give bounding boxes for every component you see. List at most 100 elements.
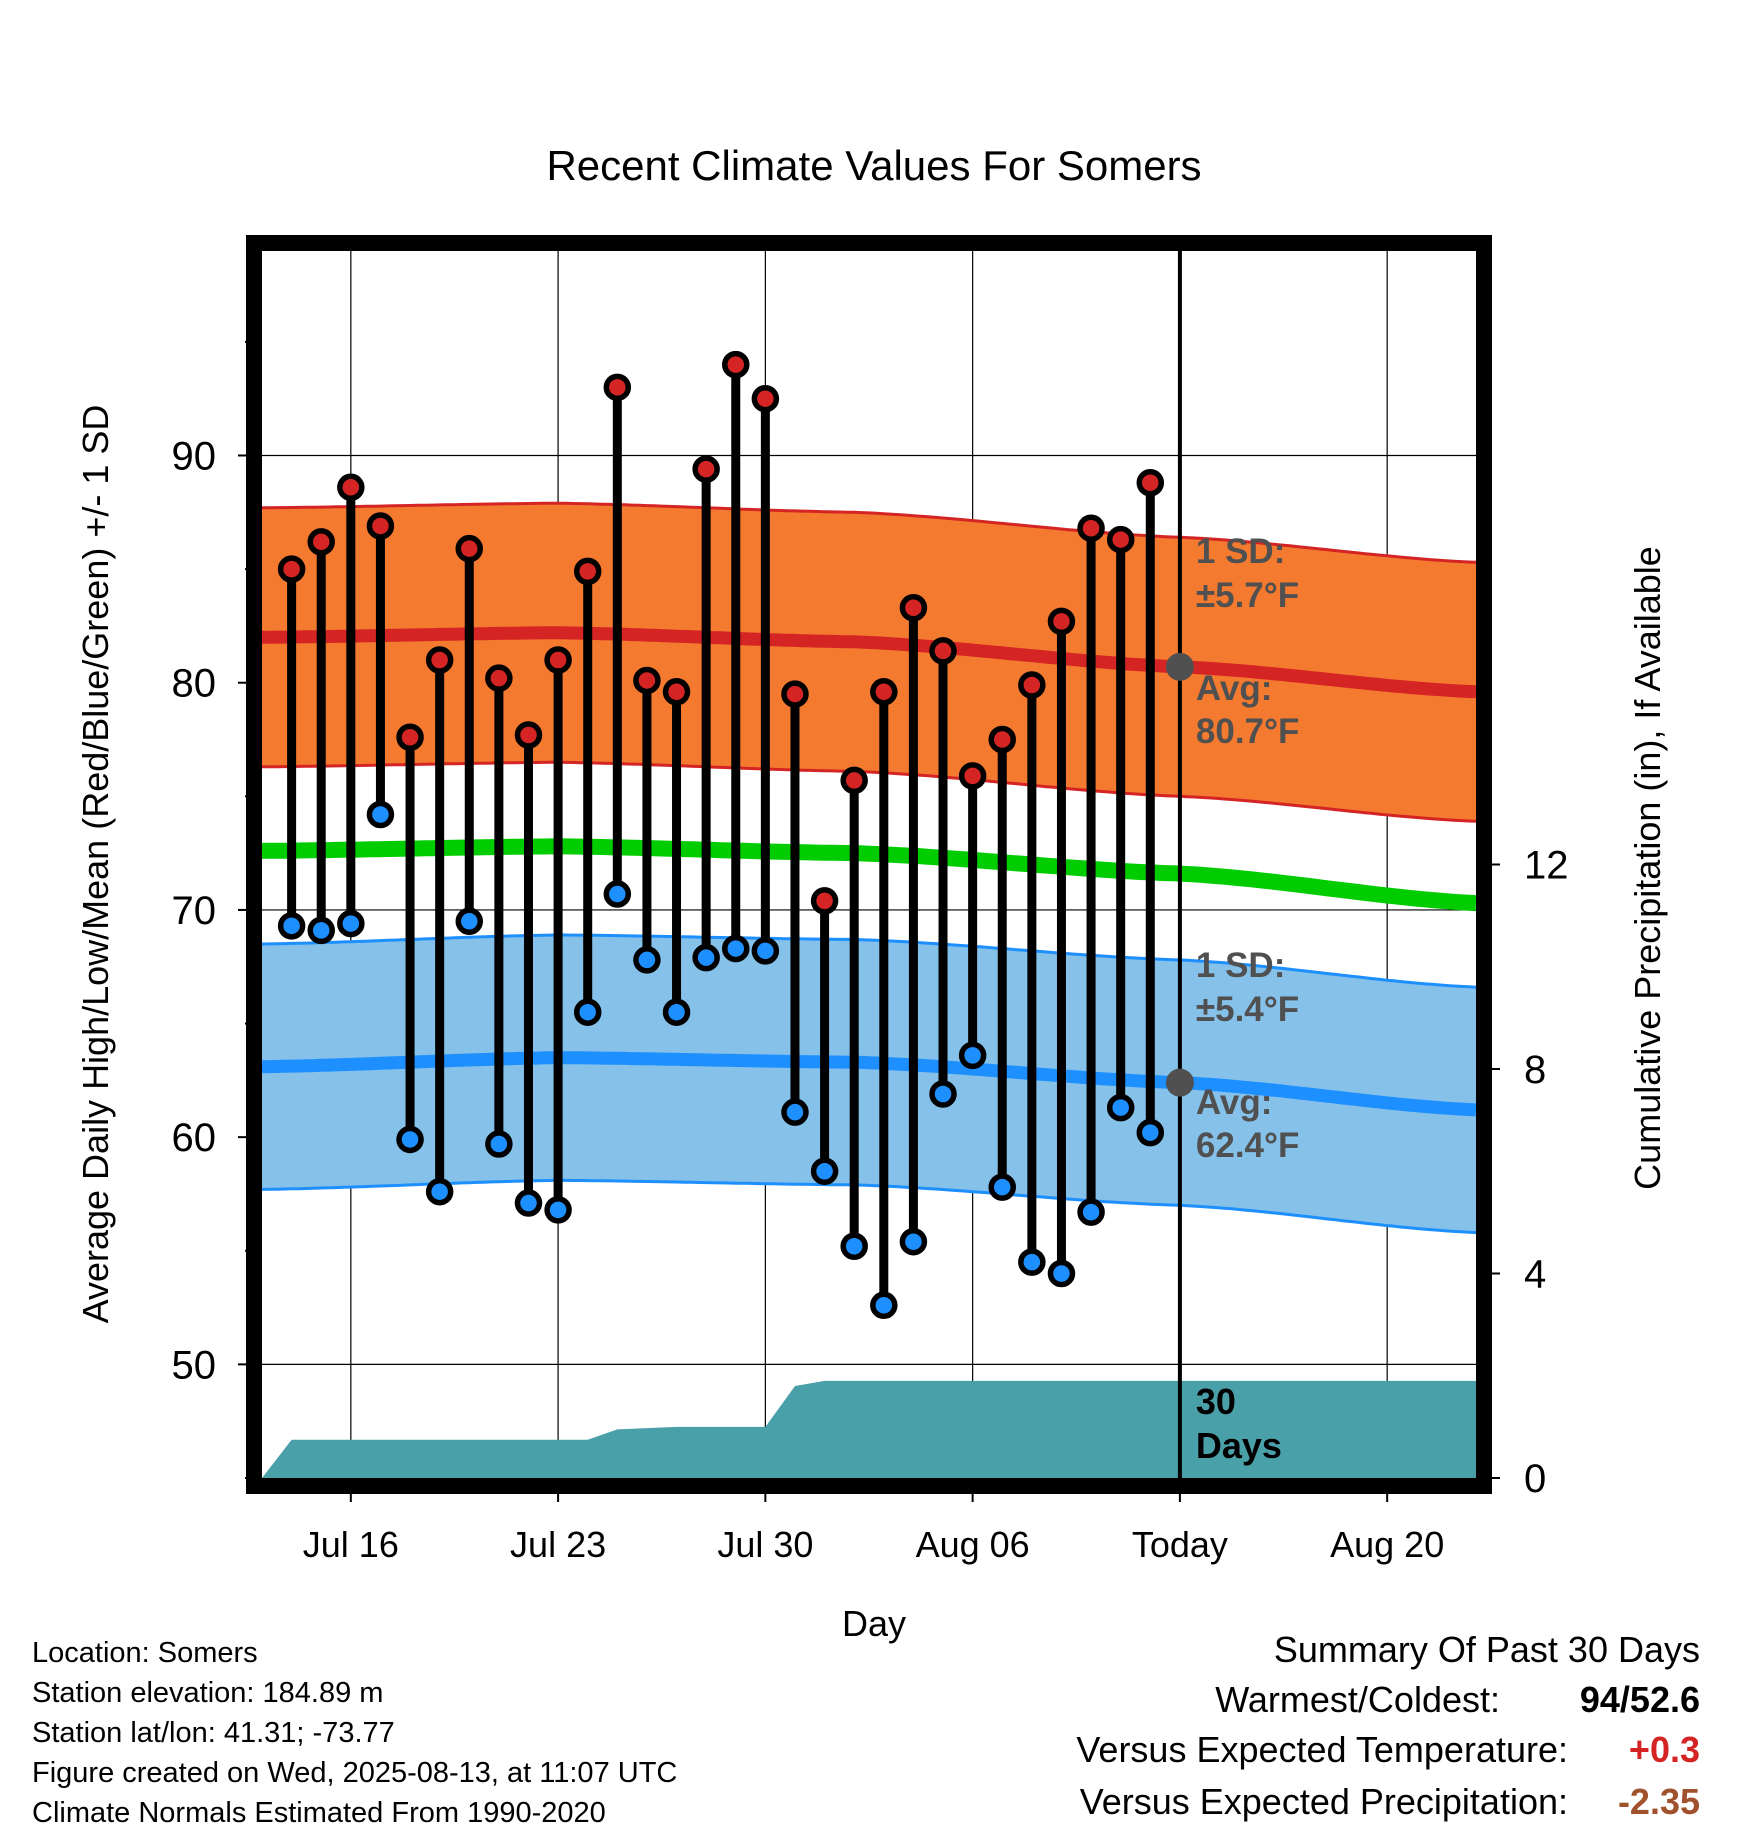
x-axis-label: Day [842,1603,906,1644]
daily-high-point [633,666,661,695]
daily-high-point [1106,525,1135,554]
daily-low-point [662,998,691,1026]
x-tick-label: Jul 30 [717,1524,813,1565]
y-axis-right-label: Cumulative Precipitation (in), If Availa… [1627,546,1668,1190]
daily-low-point [307,916,335,945]
low-sd-value: ±5.4°F [1196,990,1299,1029]
y-right-tick-label: 12 [1524,844,1569,888]
y-tick-label: 70 [172,889,217,933]
daily-high-point [1136,469,1165,497]
daily-high-point [1047,607,1076,636]
created-text: Figure created on Wed, 2025-08-13, at 11… [32,1757,677,1789]
daily-low-point [633,946,661,974]
daily-high-point [514,721,543,749]
daily-low-point [1047,1259,1076,1288]
daily-low-point [1106,1093,1135,1122]
x-tick-label: Today [1132,1524,1228,1565]
daily-high-point [692,455,720,483]
daily-low-point [573,998,602,1026]
daily-low-point [1136,1118,1165,1147]
y-right-tick-label: 8 [1524,1048,1546,1092]
today-low-normal-marker [1165,1068,1194,1097]
axes: 50 60 70 80 90 0 4 8 12 Jul 16 Jul 23 Jul 30 Aug 06 T… [172,340,1569,1565]
precip-vs-expected-label: Versus Expected Precipitation: [1080,1781,1568,1822]
high-normal-line [261,626,1477,699]
today-high-normal-marker [1165,652,1194,681]
daily-high-point [722,350,750,379]
low-normal-line [261,1051,1477,1117]
high-sd-value: ±5.7°F [1196,576,1299,615]
elevation-text: Station elevation: 184.89 m [32,1677,383,1709]
daily-low-point [425,1177,454,1206]
y-tick-label: 80 [172,662,217,706]
daily-low-point [514,1189,543,1217]
precipitation-area [262,1380,1476,1478]
y-tick-label: 60 [172,1116,217,1160]
warm-cold-label: Warmest/Coldest: [1215,1679,1500,1720]
daily-low-point [603,880,632,908]
daily-high-point [870,678,898,706]
high-sd-label: 1 SD: [1196,532,1285,571]
precip-cumulative-area [262,1380,1476,1478]
x-tick-label: Jul 23 [510,1524,606,1565]
daily-low-point [692,943,720,972]
daily-low-point [929,1080,957,1108]
daily-high-point [1018,671,1046,699]
daily-low-point [870,1291,898,1320]
daily-high-point [366,512,395,540]
daily-low-point [366,800,395,829]
y-right-tick-label: 4 [1524,1253,1546,1297]
station-info: Location: Somers Station elevation: 184.… [32,1637,677,1828]
daily-high-point [810,887,839,915]
daily-high-point [337,473,365,502]
daily-high-point [573,557,602,586]
high-sd-band [262,503,1476,822]
daily-low-point [958,1041,987,1070]
band-annotations: 1 SD: ±5.7°F Avg: 80.7°F 1 SD: ±5.4°F Avg: 62.4… [1196,532,1300,1466]
daily-low-point [840,1232,868,1260]
daily-low-point [722,934,750,963]
daily-high-point [277,555,306,583]
daily-low-point [899,1227,928,1256]
days-word-label: Days [1196,1425,1282,1466]
chart-title: Recent Climate Values For Somers [546,142,1201,189]
days-count-label: 30 [1196,1381,1236,1422]
temp-vs-expected-label: Versus Expected Temperature: [1076,1729,1568,1770]
normal-bands [261,501,1477,1235]
daily-high-point [781,680,809,708]
daily-high-point [396,723,424,752]
daily-low-point [485,1130,513,1158]
daily-high-point [958,762,987,790]
low-sd-label: 1 SD: [1196,946,1285,985]
daily-high-point [840,766,868,795]
x-tick-label: Jul 16 [303,1524,399,1565]
daily-high-point [751,384,780,413]
low-sd-band [262,934,1476,1233]
x-tick-label: Aug 20 [1330,1524,1444,1565]
precip-vs-expected-value: -2.35 [1618,1781,1700,1822]
daily-low-point [781,1098,809,1126]
daily-high-point [485,664,513,692]
low-sd-lower-edge [261,1178,1477,1235]
daily-high-point [662,678,691,706]
normals-text: Climate Normals Estimated From 1990-2020 [32,1797,606,1828]
mean-normal-line [261,838,1477,912]
daily-low-point [277,912,306,940]
daily-low-point [810,1157,839,1185]
warm-cold-slash: / [1620,1679,1630,1720]
x-tick-label: Aug 06 [916,1524,1030,1565]
daily-high-point [455,534,484,563]
summary-title: Summary Of Past 30 Days [1274,1629,1700,1670]
high-sd-lower-edge [261,760,1477,823]
daily-low-point [455,907,484,936]
today-marker [1165,251,1194,1478]
high-avg-label: Avg: [1196,669,1272,708]
daily-high-point [899,593,928,622]
daily-low-point [544,1196,572,1224]
daily-low-point [988,1173,1016,1201]
daily-low-point [1018,1248,1046,1276]
low-avg-value: 62.4°F [1196,1126,1300,1165]
daily-high-point [425,646,454,674]
daily-high-point [307,528,335,556]
